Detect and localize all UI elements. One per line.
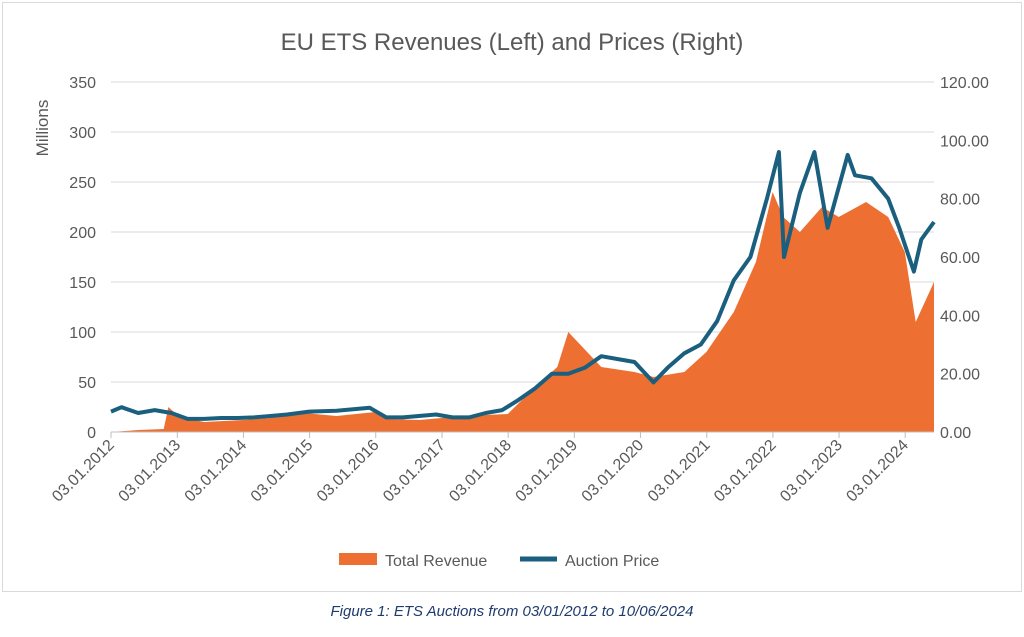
- x-tick-label: 03.01.2019: [513, 437, 582, 506]
- legend-price-label: Auction Price: [565, 553, 659, 570]
- figure-caption: Figure 1: ETS Auctions from 03/01/2012 t…: [330, 603, 694, 620]
- y-right-tick-label: 0.00: [940, 425, 971, 442]
- x-tick-label: 03.01.2014: [182, 437, 251, 506]
- x-tick-label: 03.01.2016: [314, 437, 383, 506]
- x-tick-label: 03.01.2015: [248, 437, 317, 506]
- chart: EU ETS Revenues (Left) and Prices (Right…: [33, 29, 989, 570]
- y-tick-label: 300: [69, 125, 96, 142]
- y-tick-label: 350: [69, 75, 96, 92]
- x-tick-label: 03.01.2021: [645, 437, 714, 506]
- legend-revenue-swatch: [339, 553, 377, 565]
- y-tick-label: 100: [69, 325, 96, 342]
- y-tick-label: 200: [69, 225, 96, 242]
- price-line: [110, 150, 936, 421]
- legend-revenue-label: Total Revenue: [385, 553, 487, 570]
- x-tick-label: 03.01.2013: [116, 437, 185, 506]
- y-right-tick-label: 20.00: [940, 367, 980, 384]
- y-tick-label: 150: [69, 275, 96, 292]
- x-tick-label: 03.01.2017: [380, 437, 449, 506]
- y-right-tick-label: 120.00: [940, 75, 989, 92]
- y-axis-label: Millions: [33, 100, 52, 157]
- y-right-tick-label: 100.00: [940, 133, 989, 150]
- y-right-tick-label: 60.00: [940, 250, 980, 267]
- x-tick-label: 03.01.2020: [579, 437, 648, 506]
- y-tick-label: 250: [69, 175, 96, 192]
- y-right-tick-label: 40.00: [940, 308, 980, 325]
- y-tick-label: 0: [87, 425, 96, 442]
- x-tick-label: 03.01.2022: [711, 437, 780, 506]
- chart-frame: [2, 2, 1022, 592]
- y-tick-label: 50: [78, 375, 96, 392]
- x-tick-label: 03.01.2012: [49, 437, 118, 506]
- x-tick-label: 03.01.2023: [777, 437, 846, 506]
- x-tick-label: 03.01.2024: [843, 437, 912, 506]
- y-right-tick-label: 80.00: [940, 192, 980, 209]
- revenue-area: [111, 192, 934, 432]
- chart-title: EU ETS Revenues (Left) and Prices (Right…: [281, 29, 744, 56]
- x-tick-label: 03.01.2018: [446, 437, 515, 506]
